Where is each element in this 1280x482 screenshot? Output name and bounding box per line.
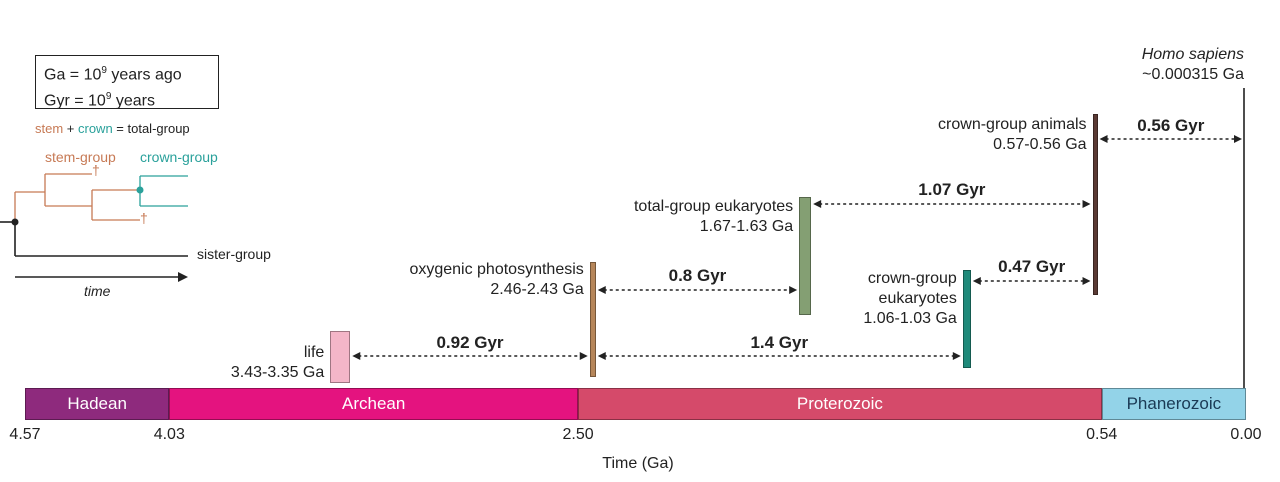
x-tick-label: 0.54	[1086, 426, 1118, 443]
event-label-crown-animals: crown-group animals 0.57-0.56 Ga	[938, 115, 1087, 155]
stem-branches	[14, 173, 140, 222]
event-label-line: 1.06-1.03 Ga	[863, 310, 957, 327]
interval-arrow	[1099, 135, 1242, 143]
crown-group-label: crown-group	[140, 149, 218, 165]
event-label-line: total-group eukaryotes	[633, 198, 794, 215]
event-bar-life	[330, 331, 351, 383]
eon-archean: Archean	[169, 388, 579, 420]
event-label-line: crown-group	[867, 270, 957, 287]
x-tick-label: 2.50	[562, 426, 594, 443]
event-label-oxygenic: oxygenic photosynthesis 2.46-2.43 Ga	[409, 260, 583, 300]
homo-sapiens-label: Homo sapiens ~0.000315 Ga	[1141, 46, 1244, 83]
interval-arrow	[813, 200, 1091, 208]
event-bar-crown-animals	[1092, 114, 1098, 295]
event-bar-crown-eukaryotes	[962, 270, 971, 368]
event-label-total-eukaryotes: total-group eukaryotes 1.67-1.63 Ga	[634, 197, 793, 237]
event-label-line: life	[303, 344, 325, 361]
interval-label: 1.4 Gyr	[750, 333, 809, 352]
event-label-crown-eukaryotes: crown-group eukaryotes 1.06-1.03 Ga	[863, 269, 956, 329]
eon-label: Archean	[341, 394, 406, 413]
event-label-line: oxygenic photosynthesis	[409, 261, 584, 278]
event-label-life: life 3.43-3.35 Ga	[231, 343, 324, 383]
root-node	[11, 218, 19, 226]
stem-group-label: stem-group	[45, 149, 116, 165]
eon-label: Proterozoic	[796, 394, 883, 413]
event-label-line: 1.67-1.63 Ga	[699, 218, 794, 235]
x-tick-label: 0.00	[1230, 426, 1262, 443]
crown-node	[136, 186, 144, 194]
group-equation: stem + crown = total-group	[35, 121, 190, 136]
time-arrow	[15, 272, 188, 282]
event-label-line: 3.43-3.35 Ga	[230, 364, 325, 381]
eon-label: Hadean	[67, 394, 127, 413]
phylogeny-diagram	[0, 173, 188, 282]
interval-arrow	[972, 277, 1091, 285]
sister-group-label: sister-group	[197, 246, 271, 262]
x-tick-label: 4.57	[9, 426, 41, 443]
interval-arrow	[597, 286, 798, 294]
eon-hadean: Hadean	[25, 388, 170, 420]
gyr-definition: Gyr = 109 years	[44, 91, 155, 110]
interval-label: 0.92 Gyr	[436, 333, 504, 352]
interval-label: 0.47 Gyr	[998, 257, 1066, 276]
x-axis-title: Time (Ga)	[602, 455, 674, 472]
extinction-dagger-lower: †	[140, 210, 148, 226]
eon-proterozoic: Proterozoic	[578, 388, 1102, 420]
eon-label: Phanerozoic	[1126, 394, 1222, 413]
event-bar-total-eukaryotes	[799, 197, 812, 315]
ga-definition: Ga = 109 years ago	[44, 65, 182, 84]
x-tick-label: 4.03	[153, 426, 185, 443]
units-legend-box: Ga = 109 years ago Gyr = 109 years	[35, 55, 219, 110]
event-bar-oxygenic	[589, 262, 596, 377]
event-label-line: eukaryotes	[878, 290, 957, 307]
interval-label: 0.56 Gyr	[1137, 116, 1205, 135]
event-label-line: 2.46-2.43 Ga	[490, 281, 584, 298]
interval-arrow	[597, 352, 961, 360]
eon-phanerozoic: Phanerozoic	[1101, 388, 1246, 420]
interval-label: 1.07 Gyr	[918, 180, 986, 199]
event-label-line: crown-group animals	[938, 116, 1087, 133]
extinction-dagger-upper: †	[92, 162, 100, 178]
interval-arrows	[352, 135, 1242, 360]
interval-label: 0.8 Gyr	[668, 266, 727, 285]
interval-arrow	[352, 352, 588, 360]
time-arrow-label: time	[84, 283, 111, 299]
event-label-line: 0.57-0.56 Ga	[993, 136, 1087, 153]
